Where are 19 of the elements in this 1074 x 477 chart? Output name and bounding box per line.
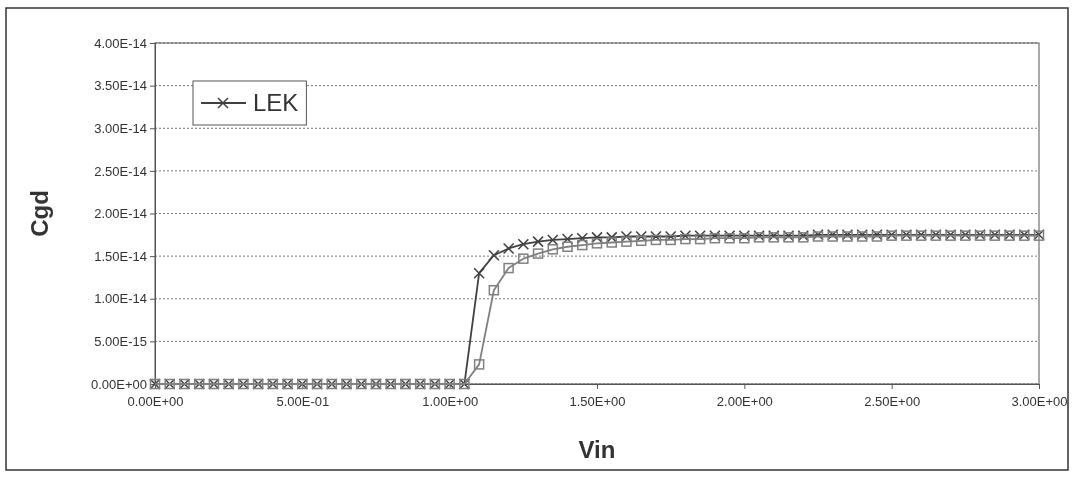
y-tick-label: 1.50E-14 (94, 248, 147, 264)
x-tick-label: 1.00E+00 (422, 394, 479, 410)
y-tick-label: 5.00E-15 (94, 334, 147, 350)
x-tick-label: 2.00E+00 (716, 394, 773, 410)
y-tick-label: 2.50E-14 (94, 163, 147, 179)
y-tick-label: 1.00E-14 (94, 291, 147, 307)
y-axis-title: Cgd (26, 190, 53, 237)
legend-label: LEK (253, 89, 299, 117)
x-tick-label: 3.00E+00 (1011, 394, 1068, 410)
x-tick-label: 2.50E+00 (864, 394, 921, 410)
y-tick-label: 0.00E+00 (90, 376, 147, 392)
y-tick-label: 4.00E-14 (94, 35, 147, 51)
y-tick-label: 2.00E-14 (94, 206, 147, 222)
y-tick-label: 3.00E-14 (94, 120, 147, 136)
x-tick-label: 0.00E+00 (127, 394, 184, 410)
x-axis-title: Vin (578, 436, 616, 463)
x-tick-label: 5.00E-01 (276, 394, 330, 410)
x-tick-label: 1.50E+00 (569, 394, 626, 410)
y-tick-label: 3.50E-14 (94, 78, 147, 94)
